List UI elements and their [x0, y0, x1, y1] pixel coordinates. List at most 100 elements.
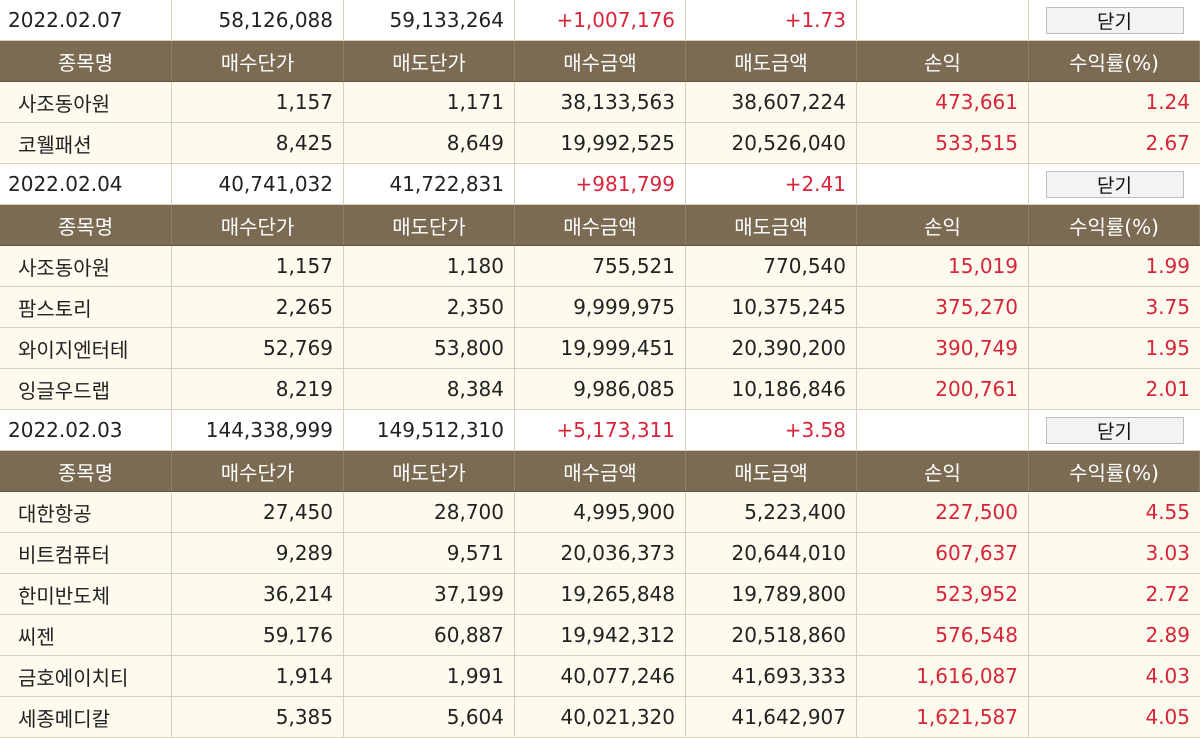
- summary-buy-total: 58,126,088: [172, 0, 344, 40]
- cell-stock-name: 와이지엔터테: [0, 328, 172, 368]
- column-header[interactable]: 종목명: [0, 205, 172, 245]
- cell-profit: 576,548: [857, 615, 1029, 655]
- cell-buy-price: 9,289: [172, 533, 344, 573]
- summary-sell-total: 149,512,310: [344, 410, 515, 450]
- cell-sell-amount: 38,607,224: [686, 82, 857, 122]
- cell-rate: 3.03: [1145, 541, 1190, 565]
- cell-rate: 2.89: [1145, 623, 1190, 647]
- cell-buy-price: 1,157: [172, 82, 344, 122]
- cell-sell-amount: 19,789,800: [686, 574, 857, 614]
- column-header[interactable]: 매도금액: [686, 451, 857, 491]
- cell-sell-price: 8,384: [344, 369, 515, 409]
- column-header-row: 종목명 매수단가 매도단가 매수금액 매도금액 손익 수익률(%): [0, 205, 1200, 246]
- table-row[interactable]: 비트컴퓨터 9,289 9,571 20,036,373 20,644,010 607,6…: [0, 533, 1200, 574]
- cell-sell-amount: 10,375,245: [686, 287, 857, 327]
- cell-buy-amount: 19,942,312: [515, 615, 686, 655]
- summary-profit: +981,799: [515, 164, 686, 204]
- column-header[interactable]: 손익: [857, 41, 1029, 81]
- cell-profit: 15,019: [857, 246, 1029, 286]
- cell-sell-price: 5,604: [344, 697, 515, 737]
- table-row[interactable]: 세종메디칼 5,385 5,604 40,021,320 41,642,907 1,621…: [0, 697, 1200, 738]
- column-header[interactable]: 손익: [857, 451, 1029, 491]
- cell-sell-price: 2,350: [344, 287, 515, 327]
- summary-empty-cell: [857, 410, 1029, 450]
- cell-profit: 473,661: [857, 82, 1029, 122]
- column-header[interactable]: 매수금액: [515, 41, 686, 81]
- table-row[interactable]: 대한항공 27,450 28,700 4,995,900 5,223,400 227,50…: [0, 492, 1200, 533]
- cell-profit: 533,515: [857, 123, 1029, 163]
- cell-profit: 375,270: [857, 287, 1029, 327]
- cell-rate: 2.01: [1145, 377, 1190, 401]
- table-row[interactable]: 씨젠 59,176 60,887 19,942,312 20,518,860 576,54…: [0, 615, 1200, 656]
- cell-sell-amount: 20,390,200: [686, 328, 857, 368]
- column-header[interactable]: 매수금액: [515, 451, 686, 491]
- cell-stock-name: 코웰패션: [0, 123, 172, 163]
- cell-sell-amount: 41,642,907: [686, 697, 857, 737]
- cell-profit: 607,637: [857, 533, 1029, 573]
- summary-rate: +2.41: [686, 164, 857, 204]
- cell-profit: 1,621,587: [857, 697, 1029, 737]
- column-header[interactable]: 매도금액: [686, 205, 857, 245]
- date-summary-row: 2022.02.03 144,338,999 149,512,310 +5,173,3…: [0, 410, 1200, 451]
- table-row[interactable]: 금호에이치티 1,914 1,991 40,077,246 41,693,333 1,61…: [0, 656, 1200, 697]
- cell-rate: 1.24: [1145, 90, 1190, 114]
- cell-profit: 523,952: [857, 574, 1029, 614]
- column-header[interactable]: 종목명: [0, 451, 172, 491]
- cell-stock-name: 금호에이치티: [0, 656, 172, 696]
- column-header[interactable]: 종목명: [0, 41, 172, 81]
- table-row[interactable]: 와이지엔터테 52,769 53,800 19,999,451 20,390,200 39…: [0, 328, 1200, 369]
- column-header[interactable]: 매도단가: [344, 41, 515, 81]
- column-header[interactable]: 매수단가: [172, 205, 344, 245]
- cell-rate: 1.99: [1145, 254, 1190, 278]
- cell-sell-price: 1,171: [344, 82, 515, 122]
- cell-stock-name: 세종메디칼: [0, 697, 172, 737]
- column-header[interactable]: 매도단가: [344, 451, 515, 491]
- cell-stock-name: 사조동아원: [0, 82, 172, 122]
- cell-sell-amount: 20,526,040: [686, 123, 857, 163]
- column-header[interactable]: 매도금액: [686, 41, 857, 81]
- cell-sell-amount: 41,693,333: [686, 656, 857, 696]
- column-header[interactable]: 수익률(%): [1029, 451, 1200, 491]
- cell-buy-amount: 19,265,848: [515, 574, 686, 614]
- column-header[interactable]: 매수금액: [515, 205, 686, 245]
- close-button[interactable]: 닫기: [1045, 6, 1184, 34]
- table-row[interactable]: 코웰패션 8,425 8,649 19,992,525 20,526,040 533,51…: [0, 123, 1200, 164]
- cell-buy-amount: 19,992,525: [515, 123, 686, 163]
- close-button[interactable]: 닫기: [1045, 416, 1184, 444]
- table-row[interactable]: 팜스토리 2,265 2,350 9,999,975 10,375,245 375,270…: [0, 287, 1200, 328]
- date-summary-row: 2022.02.04 40,741,032 41,722,831 +981,799 +2…: [0, 164, 1200, 205]
- cell-stock-name: 비트컴퓨터: [0, 533, 172, 573]
- cell-sell-amount: 5,223,400: [686, 492, 857, 532]
- table-row[interactable]: 한미반도체 36,214 37,199 19,265,848 19,789,800 523…: [0, 574, 1200, 615]
- table-row[interactable]: 사조동아원 1,157 1,171 38,133,563 38,607,224 473,6…: [0, 82, 1200, 123]
- cell-rate: 3.75: [1145, 295, 1190, 319]
- summary-date: 2022.02.07: [0, 0, 172, 40]
- column-header-row: 종목명 매수단가 매도단가 매수금액 매도금액 손익 수익률(%): [0, 451, 1200, 492]
- cell-sell-amount: 20,518,860: [686, 615, 857, 655]
- column-header[interactable]: 매도단가: [344, 205, 515, 245]
- table-row[interactable]: 잉글우드랩 8,219 8,384 9,986,085 10,186,846 200,76…: [0, 369, 1200, 410]
- cell-rate: 4.05: [1145, 705, 1190, 729]
- column-header[interactable]: 수익률(%): [1029, 41, 1200, 81]
- close-button[interactable]: 닫기: [1045, 170, 1184, 198]
- cell-buy-price: 52,769: [172, 328, 344, 368]
- cell-sell-price: 60,887: [344, 615, 515, 655]
- column-header[interactable]: 손익: [857, 205, 1029, 245]
- cell-buy-price: 59,176: [172, 615, 344, 655]
- cell-profit: 390,749: [857, 328, 1029, 368]
- table-row[interactable]: 사조동아원 1,157 1,180 755,521 770,540 15,019 1.99: [0, 246, 1200, 287]
- column-header[interactable]: 매수단가: [172, 451, 344, 491]
- cell-buy-price: 1,914: [172, 656, 344, 696]
- column-header[interactable]: 수익률(%): [1029, 205, 1200, 245]
- cell-buy-amount: 20,036,373: [515, 533, 686, 573]
- summary-profit: +1,007,176: [515, 0, 686, 40]
- cell-rate: 2.67: [1145, 131, 1190, 155]
- cell-sell-price: 8,649: [344, 123, 515, 163]
- cell-buy-price: 27,450: [172, 492, 344, 532]
- summary-buy-total: 40,741,032: [172, 164, 344, 204]
- column-header[interactable]: 매수단가: [172, 41, 344, 81]
- cell-sell-price: 9,571: [344, 533, 515, 573]
- cell-sell-amount: 10,186,846: [686, 369, 857, 409]
- cell-stock-name: 팜스토리: [0, 287, 172, 327]
